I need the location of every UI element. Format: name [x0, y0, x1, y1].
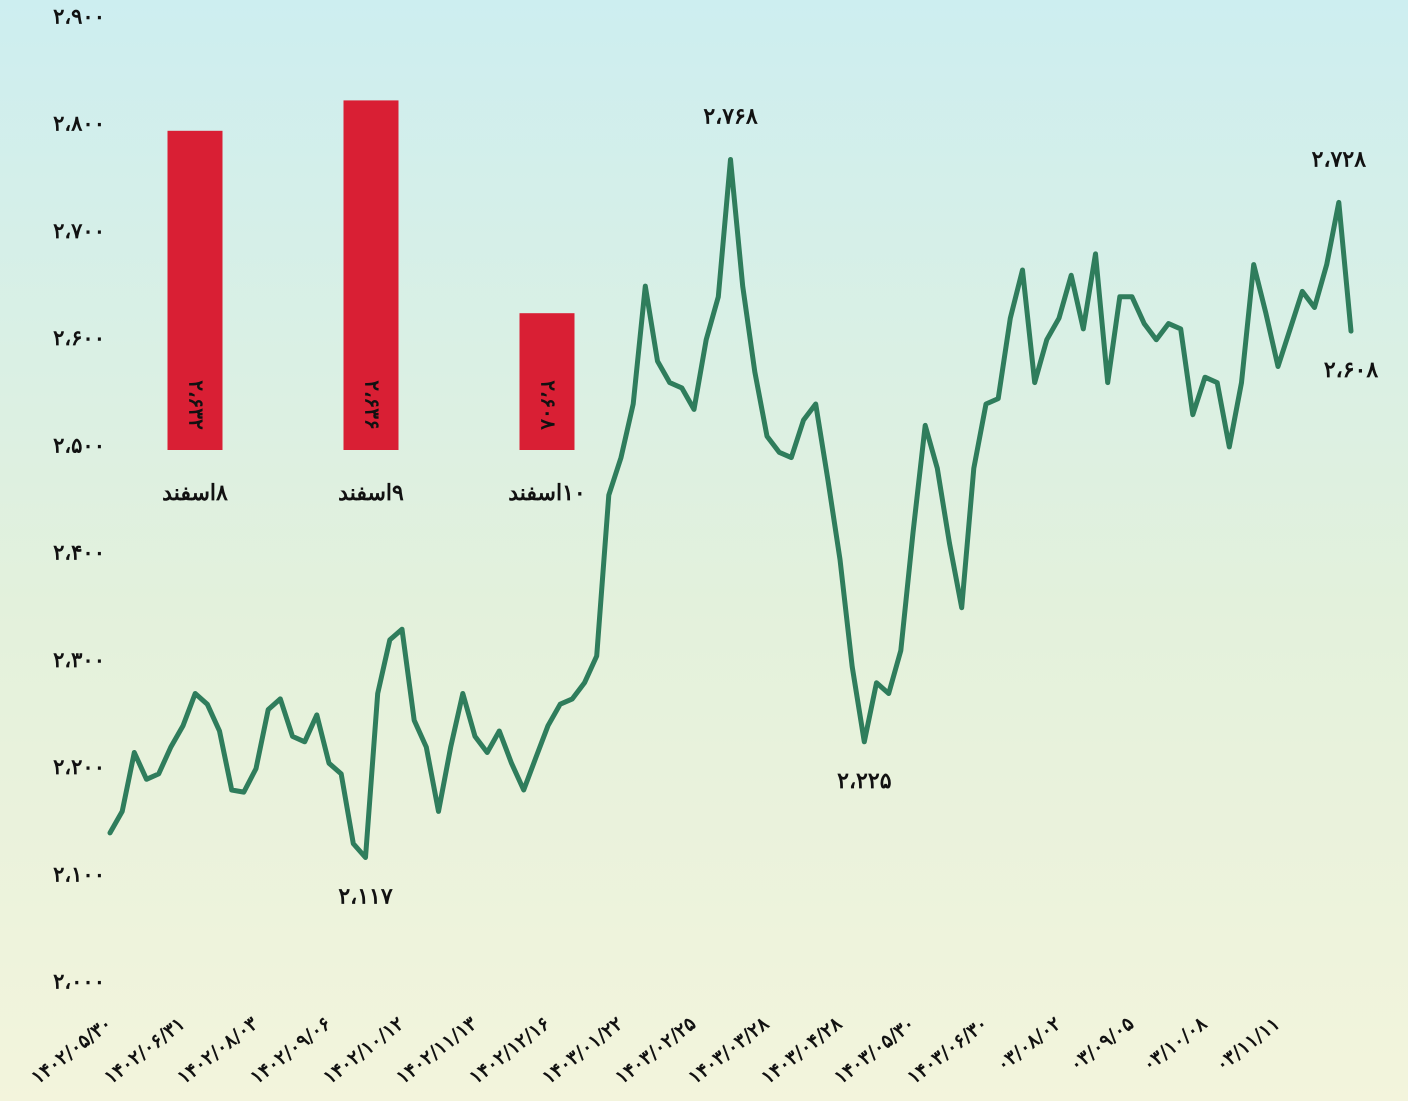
y-tick-label: ۲،۳۰۰ — [53, 647, 105, 672]
annotation: ۲،۷۶۸ — [703, 104, 758, 130]
annotation: ۲،۲۲۵ — [837, 768, 892, 794]
y-tick-label: ۲،۰۰۰ — [53, 969, 105, 994]
y-tick-label: ۲،۹۰۰ — [53, 4, 105, 29]
y-tick-label: ۲،۶۰۰ — [53, 325, 105, 350]
bar — [167, 130, 223, 451]
annotation: ۲،۶۰۸ — [1324, 357, 1379, 383]
y-tick-label: ۲،۵۰۰ — [53, 432, 105, 457]
bar-value-label: ۲،۶۰۸ — [537, 380, 561, 430]
bar-value-label: ۲،۶۳۲ — [185, 380, 209, 430]
bar-label: ۹اسفند — [338, 480, 404, 506]
bar — [519, 313, 575, 450]
y-tick-label: ۲،۱۰۰ — [53, 861, 105, 886]
bar-label: ۱۰اسفند — [508, 480, 586, 506]
bar — [343, 100, 399, 451]
y-tick-label: ۲،۴۰۰ — [53, 540, 105, 565]
annotation: ۲،۷۲۸ — [1312, 146, 1367, 172]
bar-label: ۸اسفند — [162, 480, 228, 506]
annotation: ۲،۱۱۷ — [338, 884, 393, 910]
y-tick-label: ۲،۲۰۰ — [53, 754, 105, 779]
y-tick-label: ۲،۷۰۰ — [53, 218, 105, 243]
price-line — [107, 157, 1354, 860]
y-tick-label: ۲،۸۰۰ — [53, 111, 105, 136]
bar-value-label: ۲،۶۳۶ — [361, 380, 385, 429]
